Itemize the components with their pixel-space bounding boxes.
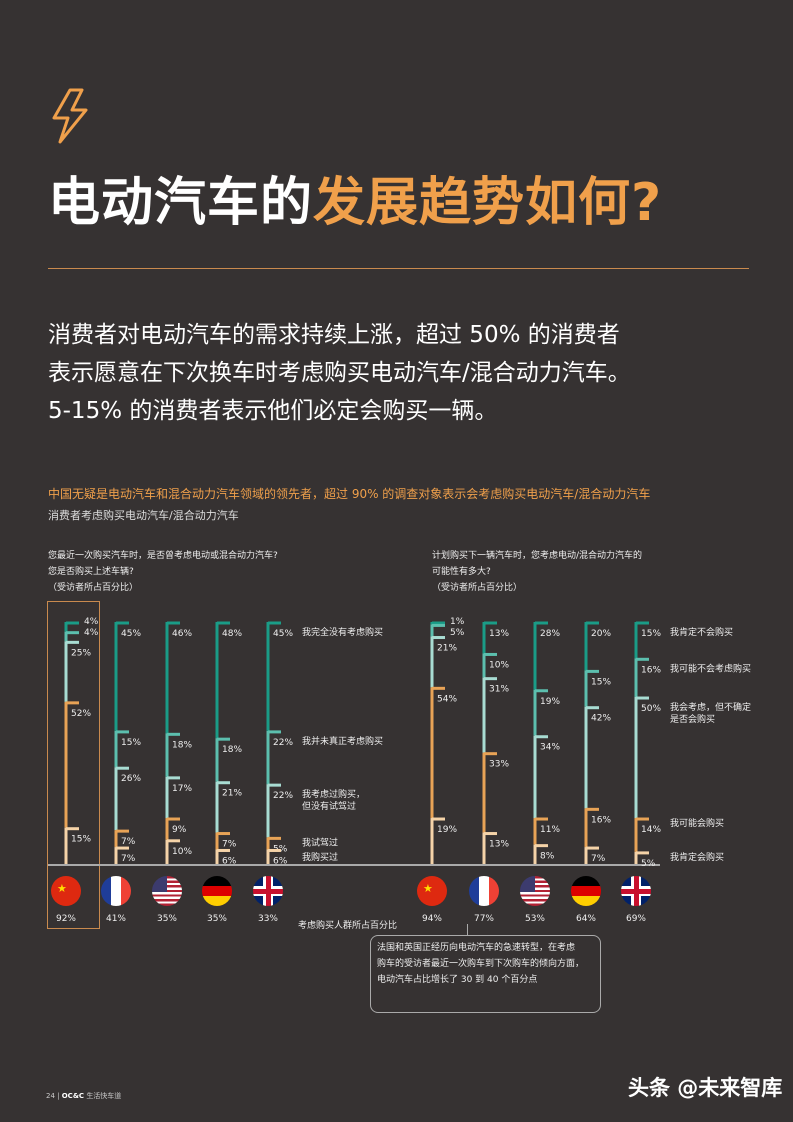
flag-uk-icon — [253, 876, 283, 906]
consider-percent: 64% — [575, 914, 596, 924]
value-label: 19% — [437, 825, 457, 835]
value-label: 9% — [172, 825, 187, 835]
value-label: 22% — [273, 738, 293, 748]
flag-france-icon — [101, 876, 131, 906]
flag-china-icon: ★ — [417, 876, 447, 906]
value-label: 10% — [172, 847, 192, 857]
value-label: 8% — [540, 852, 555, 862]
value-label: 46% — [172, 629, 192, 639]
value-label: 20% — [591, 629, 611, 639]
series-label: 我并未真正考虑购买 — [302, 735, 383, 747]
callout-note: 法国和英国正经历向电动汽车的急速转型，在考虑 购车的受访者最近一次购车到下次购车的… — [370, 935, 601, 1013]
series-label: 我购买过 — [302, 851, 338, 863]
value-label: 7% — [121, 837, 136, 847]
consider-percent: 41% — [105, 914, 126, 924]
series-label: 我试驾过 — [302, 836, 338, 848]
flag-uk-icon — [621, 876, 651, 906]
watermark: 头条 @未来智库 — [628, 1076, 783, 1100]
lightning-icon — [52, 88, 88, 144]
value-label: 15% — [641, 629, 661, 639]
consider-percent: 33% — [257, 914, 278, 924]
axis-label: 考虑购买人群所占百分比 — [298, 921, 398, 931]
flag-france-icon — [469, 876, 499, 906]
value-label: 15% — [121, 738, 141, 748]
value-label: 45% — [273, 629, 293, 639]
value-label: 7% — [591, 854, 606, 864]
value-label: 15% — [71, 835, 91, 845]
value-label: 13% — [489, 629, 509, 639]
value-label: 19% — [540, 697, 560, 707]
note-connector — [467, 924, 468, 935]
flag-germany-icon — [571, 876, 601, 906]
value-label: 5% — [641, 859, 656, 869]
value-label: 17% — [172, 784, 192, 794]
consider-percent: 69% — [625, 914, 646, 924]
consider-percent: 94% — [421, 914, 442, 924]
flag-germany-icon — [202, 876, 232, 906]
value-label: 4% — [84, 617, 99, 627]
consider-percent: 35% — [156, 914, 177, 924]
value-label: 16% — [591, 815, 611, 825]
subtitle: 消费者考虑购买电动汽车/混合动力汽车 — [48, 509, 239, 522]
value-label: 25% — [71, 648, 91, 658]
consider-percent: 53% — [524, 914, 545, 924]
chart: 4%4% 25% 52% 15% 45% 15% 26% 7% 7% 46% 18% 17% 9% 10%… — [48, 617, 751, 869]
china-highlight-box — [47, 601, 100, 929]
value-label: 28% — [540, 629, 560, 639]
series-label: 我完全没有考虑购买 — [302, 626, 383, 638]
value-label: 6% — [273, 856, 288, 866]
value-label: 14% — [641, 825, 661, 835]
series-label: 我可能会购买 — [670, 817, 724, 829]
value-label: 21% — [437, 644, 457, 654]
value-label: 50% — [641, 704, 661, 714]
value-label: 45% — [121, 629, 141, 639]
value-label: 52% — [71, 709, 91, 719]
value-label: 5% — [450, 628, 465, 638]
value-label: 22% — [273, 791, 293, 801]
value-label: 42% — [591, 714, 611, 724]
series-label: 我肯定会购买 — [670, 851, 724, 863]
value-label: 26% — [121, 774, 141, 784]
intro-paragraph: 消费者对电动汽车的需求持续上涨，超过 50% 的消费者 表示愿意在下次换车时考虑购… — [48, 322, 631, 424]
value-label: 1% — [450, 617, 465, 627]
value-label: 10% — [489, 660, 509, 670]
series-label: 我考虑过购买，但没有试驾过 — [302, 788, 365, 812]
value-label: 4% — [84, 628, 99, 638]
consider-percent: 92% — [55, 914, 76, 924]
value-label: 33% — [489, 760, 509, 770]
page-title: 电动汽车的发展趋势如何? — [48, 173, 663, 233]
flag-usa-icon — [520, 876, 550, 906]
value-label: 7% — [222, 840, 237, 850]
flag-usa-icon — [152, 876, 182, 906]
value-label: 18% — [172, 740, 192, 750]
value-label: 31% — [489, 685, 509, 695]
value-label: 18% — [222, 745, 242, 755]
series-label: 我可能不会考虑购买 — [670, 662, 751, 674]
value-label: 13% — [489, 840, 509, 850]
value-label: 15% — [591, 677, 611, 687]
consider-percent: 35% — [206, 914, 227, 924]
series-label: 我会考虑，但不确定是否会购买 — [670, 701, 751, 725]
series-label: 我肯定不会购买 — [670, 626, 733, 638]
value-label: 54% — [437, 694, 457, 704]
value-label: 16% — [641, 665, 661, 675]
consider-percent: 77% — [473, 914, 494, 924]
question-left: 您最近一次购买汽车时，是否曾考虑电动或混合动力汽车? 您是否购买上述车辆? （受访者… — [48, 551, 278, 593]
value-label: 48% — [222, 629, 242, 639]
value-label: 34% — [540, 743, 560, 753]
divider — [48, 268, 749, 269]
value-label: 6% — [222, 856, 237, 866]
value-label: 21% — [222, 789, 242, 799]
flag-china-icon: ★ — [51, 876, 81, 906]
headline: 中国无疑是电动汽车和混合动力汽车领域的领先者，超过 90% 的调查对象表示会考虑… — [48, 487, 651, 501]
question-right: 计划购买下一辆汽车时，您考虑电动/混合动力汽车的 可能性有多大? （受访者所占百分比… — [432, 551, 643, 593]
value-label: 11% — [540, 825, 560, 835]
value-label: 7% — [121, 854, 136, 864]
footer: 24 | OC&C 生活快车道 — [46, 1092, 122, 1100]
